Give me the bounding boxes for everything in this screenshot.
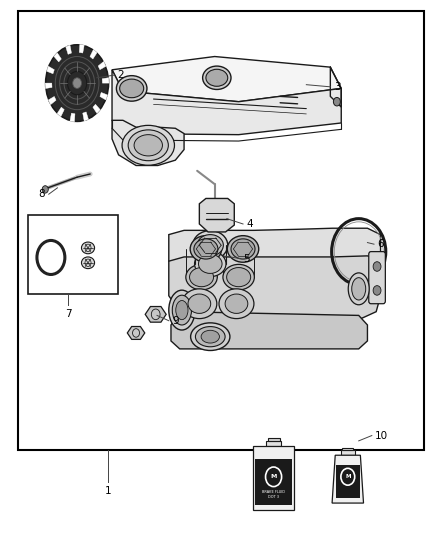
Circle shape	[373, 286, 381, 295]
Polygon shape	[199, 198, 234, 232]
FancyBboxPatch shape	[369, 252, 385, 304]
Ellipse shape	[122, 125, 174, 165]
Ellipse shape	[206, 69, 228, 86]
Text: 9: 9	[172, 316, 179, 326]
Ellipse shape	[348, 273, 369, 305]
Ellipse shape	[352, 278, 366, 300]
Circle shape	[73, 78, 81, 88]
Polygon shape	[100, 93, 107, 100]
Ellipse shape	[201, 330, 219, 343]
Ellipse shape	[219, 289, 254, 319]
Bar	[18, 11, 424, 450]
Polygon shape	[79, 44, 84, 53]
Polygon shape	[102, 78, 109, 83]
Polygon shape	[93, 104, 100, 114]
Text: BRAKE FLUID: BRAKE FLUID	[262, 490, 285, 494]
Polygon shape	[66, 45, 71, 54]
Text: 8: 8	[39, 189, 45, 199]
Text: DOT 3: DOT 3	[268, 495, 279, 499]
Text: 10: 10	[375, 431, 389, 441]
Text: 1: 1	[104, 486, 111, 496]
Ellipse shape	[134, 135, 162, 156]
Ellipse shape	[182, 289, 217, 319]
Ellipse shape	[225, 294, 248, 313]
Circle shape	[67, 71, 87, 95]
Ellipse shape	[227, 236, 259, 262]
Polygon shape	[341, 450, 355, 455]
Ellipse shape	[186, 264, 217, 290]
Polygon shape	[342, 448, 353, 450]
Polygon shape	[145, 306, 166, 322]
Ellipse shape	[194, 239, 218, 259]
Circle shape	[42, 185, 48, 193]
Ellipse shape	[169, 290, 195, 330]
Ellipse shape	[194, 251, 226, 277]
Polygon shape	[254, 446, 293, 510]
Ellipse shape	[117, 76, 147, 101]
Text: 6: 6	[378, 239, 384, 249]
Ellipse shape	[198, 254, 222, 273]
Polygon shape	[45, 83, 52, 88]
Polygon shape	[112, 56, 341, 102]
Polygon shape	[169, 256, 381, 320]
Circle shape	[333, 98, 340, 106]
Ellipse shape	[193, 231, 228, 260]
Polygon shape	[70, 113, 75, 122]
Polygon shape	[169, 228, 381, 272]
Ellipse shape	[128, 130, 168, 161]
Polygon shape	[266, 441, 281, 446]
Ellipse shape	[203, 66, 231, 90]
Polygon shape	[112, 70, 341, 135]
Ellipse shape	[195, 327, 225, 347]
Polygon shape	[48, 96, 56, 104]
Ellipse shape	[190, 236, 222, 262]
Ellipse shape	[176, 301, 188, 320]
Ellipse shape	[190, 268, 214, 287]
Polygon shape	[268, 438, 279, 441]
Polygon shape	[83, 112, 88, 121]
Ellipse shape	[188, 294, 211, 313]
Ellipse shape	[120, 79, 144, 98]
Text: 2: 2	[118, 70, 124, 80]
Polygon shape	[98, 61, 106, 70]
Text: 5: 5	[244, 254, 250, 263]
Polygon shape	[112, 120, 184, 165]
Ellipse shape	[81, 242, 95, 254]
Polygon shape	[90, 50, 97, 59]
Text: 4: 4	[247, 219, 253, 229]
Ellipse shape	[223, 264, 254, 290]
Ellipse shape	[226, 268, 251, 287]
Text: M: M	[345, 474, 350, 479]
Ellipse shape	[197, 235, 223, 256]
Polygon shape	[54, 53, 61, 62]
Circle shape	[46, 45, 109, 122]
Bar	[336, 465, 360, 498]
Ellipse shape	[231, 239, 255, 259]
Polygon shape	[127, 327, 145, 340]
Ellipse shape	[81, 257, 95, 269]
Polygon shape	[332, 455, 364, 503]
Ellipse shape	[172, 295, 191, 325]
Text: M: M	[270, 474, 277, 479]
Polygon shape	[47, 66, 54, 74]
Polygon shape	[171, 312, 367, 349]
Polygon shape	[57, 107, 64, 117]
Text: 3: 3	[334, 82, 340, 92]
Bar	[255, 459, 292, 505]
Text: 7: 7	[65, 309, 72, 319]
Ellipse shape	[191, 323, 230, 351]
Circle shape	[373, 262, 381, 271]
Bar	[28, 215, 118, 294]
